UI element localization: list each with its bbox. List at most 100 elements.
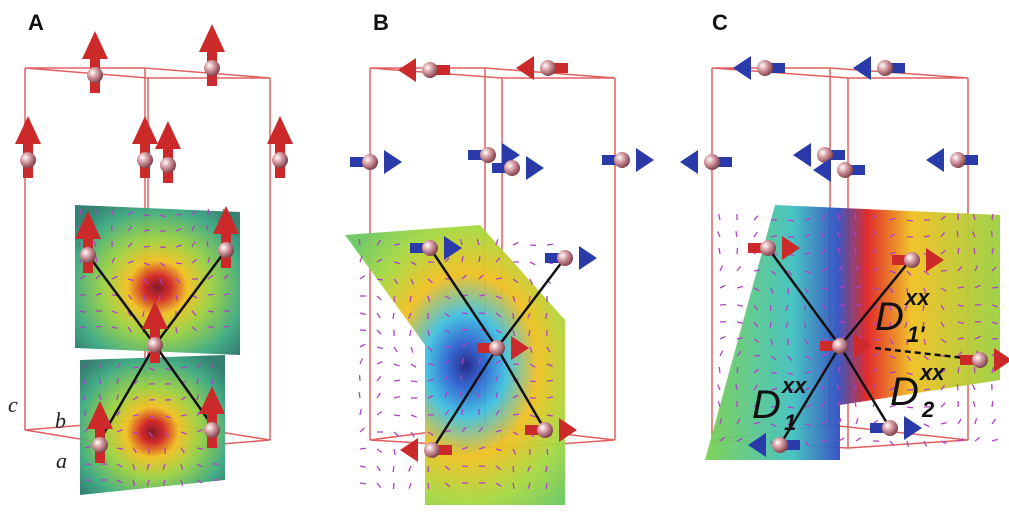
field-arrow <box>853 231 857 238</box>
label-d-xx-1prime: D xx 1' <box>875 285 930 347</box>
field-arrow <box>906 355 912 362</box>
spin-up <box>213 206 239 268</box>
field-arrow <box>127 326 132 333</box>
field-arrow <box>444 429 451 433</box>
field-arrow <box>804 423 811 427</box>
field-arrow <box>495 312 502 318</box>
field-arrows-a <box>78 208 231 486</box>
panel-label-c: C <box>712 10 728 35</box>
field-arrow <box>159 278 164 285</box>
field-arrow <box>736 321 744 324</box>
field-arrow <box>940 287 947 292</box>
field-arrow <box>853 384 857 391</box>
field-arrow <box>132 479 136 486</box>
field-arrow <box>821 231 825 238</box>
field-arrow <box>546 243 554 246</box>
field-arrow <box>444 295 451 300</box>
field-arrow <box>889 304 892 312</box>
field-arrow <box>359 256 363 263</box>
spin-up <box>199 386 225 448</box>
field-arrow <box>127 310 132 317</box>
field-arrow <box>393 243 401 246</box>
field-arrow <box>872 321 879 327</box>
field-arrow <box>164 415 171 419</box>
field-arrow <box>444 409 450 416</box>
panel-a: c b a <box>8 24 293 495</box>
field-arrow <box>804 233 811 238</box>
field-arrow <box>821 304 828 310</box>
field-arrow <box>838 265 843 272</box>
field-arrow <box>191 258 198 264</box>
field-arrow <box>889 386 896 391</box>
field-arrow <box>180 463 184 470</box>
field-arrow <box>956 230 959 238</box>
field-arrow <box>127 242 133 248</box>
field-arrow <box>127 211 134 216</box>
field-arrow <box>904 304 908 311</box>
field-arrow <box>906 287 909 295</box>
field-arrow <box>84 361 87 369</box>
field-arrow <box>427 329 430 337</box>
field-arrow <box>175 244 182 248</box>
field-arrow <box>210 378 214 385</box>
field-arrow <box>753 304 759 311</box>
field-arrow <box>991 367 995 374</box>
field-arrow <box>787 372 794 376</box>
field-arrow <box>546 379 554 382</box>
field-arrow <box>393 431 399 437</box>
field-arrow <box>207 274 214 280</box>
spins-a <box>15 24 293 463</box>
field-arrow <box>854 213 857 221</box>
field-arrow <box>940 368 947 374</box>
field-arrow <box>358 238 361 246</box>
field-arrow <box>478 274 484 280</box>
field-arrow <box>223 274 229 280</box>
field-arrow <box>427 482 430 490</box>
field-arrow <box>974 436 981 442</box>
field-arrow <box>804 386 811 391</box>
field-arrow <box>971 231 976 238</box>
field-arrow <box>972 401 976 408</box>
field-arrow <box>821 440 829 443</box>
field-arrow <box>175 326 178 334</box>
label-d-sup: xx <box>781 373 807 398</box>
field-arrow <box>718 366 721 374</box>
field-arrow <box>906 270 912 276</box>
field-arrow <box>180 366 188 369</box>
field-arrow <box>476 392 480 399</box>
field-arrow <box>770 234 777 238</box>
field-arrow <box>940 321 945 328</box>
field-arrow <box>889 404 896 408</box>
field-arrow <box>512 465 515 473</box>
field-arrow <box>804 355 811 360</box>
field-arrow <box>972 214 976 221</box>
field-arrow <box>974 418 978 425</box>
field-arrow <box>940 421 947 425</box>
field-arrow <box>785 321 789 328</box>
field-arrow <box>821 420 828 425</box>
field-arrow <box>196 447 204 450</box>
field-arrow <box>735 383 738 391</box>
field-arrow <box>359 275 366 280</box>
field-arrow <box>393 396 400 399</box>
field-arrow <box>821 268 828 272</box>
field-arrow <box>512 241 519 246</box>
field-arrow <box>855 418 859 425</box>
field-arrow <box>116 377 119 385</box>
field-arrow <box>836 231 840 238</box>
field-arrow <box>461 255 464 263</box>
field-arrow <box>906 372 913 376</box>
field-arrow <box>735 230 738 238</box>
field-arrow <box>476 239 480 246</box>
field-arrow <box>719 284 726 289</box>
field-arrow <box>376 482 382 489</box>
field-arrow <box>821 214 826 221</box>
field-arrow <box>376 312 381 319</box>
field-arrow <box>444 465 450 471</box>
field-arrow <box>127 260 134 264</box>
field-arrow <box>957 304 964 308</box>
field-plane-lower-a <box>80 355 225 495</box>
field-arrow <box>444 329 451 334</box>
spins-c <box>680 56 1009 457</box>
spin-horizontal <box>398 58 450 82</box>
